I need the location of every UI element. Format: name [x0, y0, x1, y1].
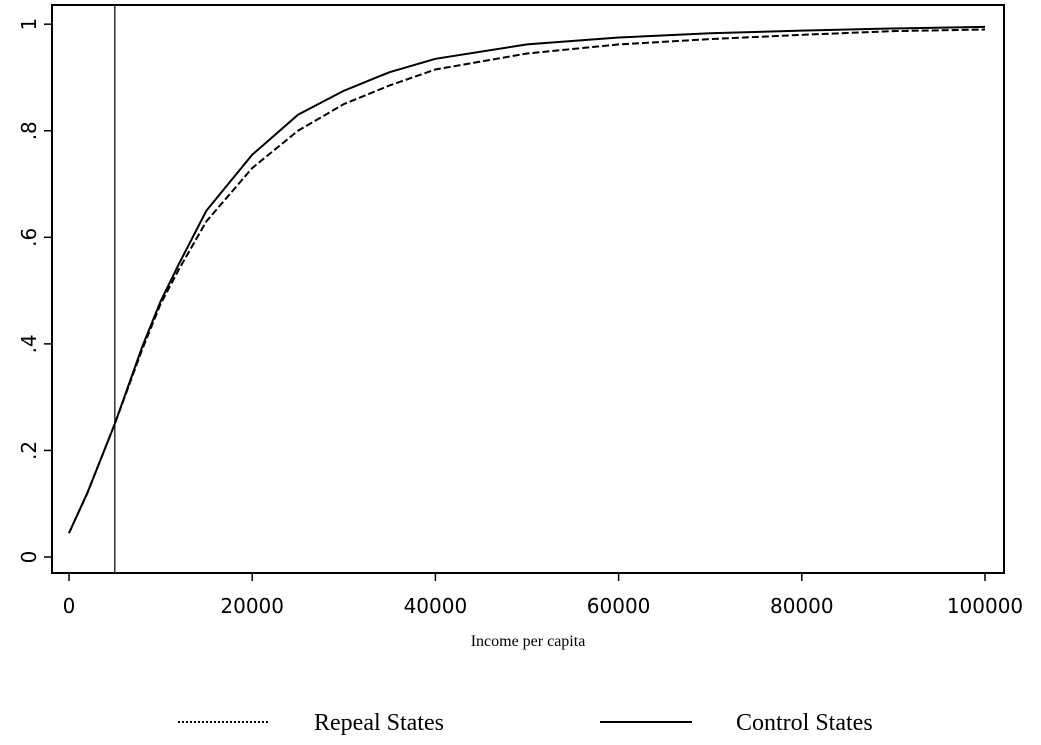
series-line: [68, 25, 986, 534]
legend-label: Repeal States: [314, 710, 444, 736]
y-tick-label: 0: [17, 551, 41, 564]
x-tick-label: 40000: [404, 594, 468, 618]
legend-label: Control States: [736, 710, 873, 736]
x-tick-label: 80000: [770, 594, 834, 618]
y-tick-label: .2: [17, 441, 41, 460]
x-axis-title: Income per capita: [471, 633, 586, 650]
plot-frame: [51, 4, 1005, 574]
y-tick-label: .4: [17, 334, 41, 353]
y-tick-label: .8: [17, 121, 41, 140]
x-tick-label: 100000: [947, 594, 1023, 618]
y-tick-label: 1: [17, 18, 41, 31]
x-tick-label: 60000: [587, 594, 651, 618]
series-line: [68, 28, 986, 534]
x-tick-label: 20000: [220, 594, 284, 618]
y-tick-label: .6: [17, 228, 41, 247]
x-tick-label: 0: [63, 594, 76, 618]
